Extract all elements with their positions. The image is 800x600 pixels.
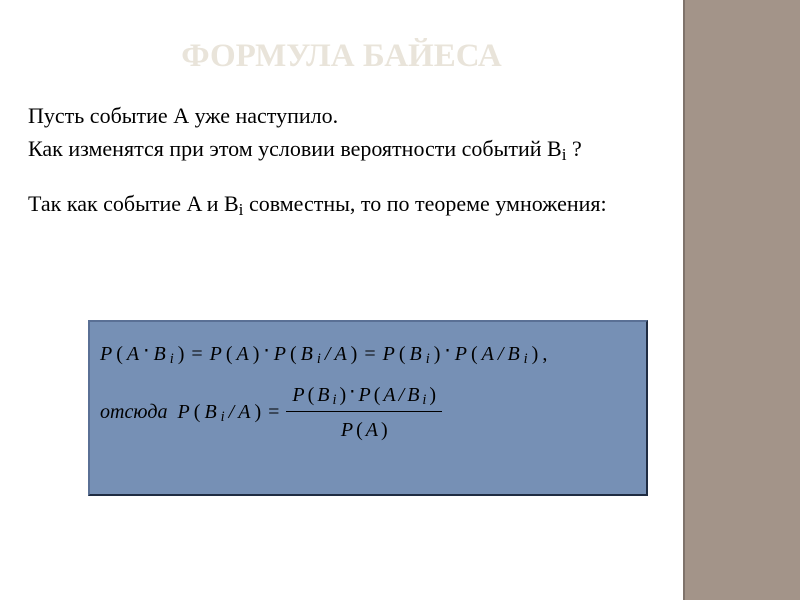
tok-dot: ⋅: [263, 338, 269, 363]
tok-A: A: [334, 343, 346, 366]
tok-dot: ⋅: [444, 338, 450, 363]
tok-A: A: [238, 401, 250, 424]
tok-i: i: [170, 351, 174, 368]
para-line-2-pre: Как изменятся при этом условии вероятнос…: [28, 136, 562, 161]
tok-rp: ): [254, 401, 261, 424]
tok-P: P: [341, 419, 353, 442]
para-line-3-sub: i: [239, 200, 244, 219]
tok-rp: ): [178, 343, 185, 366]
tok-A: A: [383, 384, 395, 407]
tok-P: P: [210, 343, 222, 366]
tok-lp: (: [471, 343, 478, 366]
tok-i: i: [317, 351, 321, 368]
tok-i: i: [426, 351, 430, 368]
tok-B: B: [407, 384, 419, 407]
fraction-numerator: P ( Bi ) ⋅ P ( A / Bi ): [286, 380, 442, 412]
tok-hence: отсюда: [100, 401, 174, 424]
decorative-sidebar: [683, 0, 800, 600]
para-line-2-post: ?: [567, 136, 582, 161]
tok-lp: (: [290, 343, 297, 366]
tok-P: P: [292, 384, 304, 407]
tok-A: A: [127, 343, 139, 366]
tok-slash: /: [325, 343, 331, 366]
tok-rp: ): [351, 343, 358, 366]
tok-P: P: [383, 343, 395, 366]
paragraph-block: Пусть событие А уже наступило. Как измен…: [0, 75, 683, 219]
tok-rp: ): [434, 343, 441, 366]
tok-P: P: [274, 343, 286, 366]
formula-line-2: отсюда P ( Bi / A ) = P ( Bi ) ⋅ P (: [100, 380, 636, 445]
para-line-3: Так как событие A и Bi совместны, то по …: [28, 189, 655, 220]
tok-eq: =: [265, 401, 282, 424]
tok-i: i: [221, 409, 225, 426]
tok-rp: ): [253, 343, 260, 366]
tok-lp: (: [194, 401, 201, 424]
tok-slash: /: [399, 384, 405, 407]
tok-rp: ): [340, 384, 347, 407]
formula-box: P ( A ⋅ Bi ) = P ( A ) ⋅ P ( Bi / A ) = …: [88, 320, 648, 496]
tok-A: A: [237, 343, 249, 366]
page-title: ФОРМУЛА БАЙЕСА: [0, 0, 683, 75]
slide-page: ФОРМУЛА БАЙЕСА Пусть событие А уже насту…: [0, 0, 800, 600]
tok-P: P: [455, 343, 467, 366]
para-line-3-post: совместны, то по теореме умножения:: [243, 191, 606, 216]
tok-dot: ⋅: [143, 338, 149, 363]
tok-B: B: [301, 343, 313, 366]
tok-i: i: [524, 351, 528, 368]
tok-i: i: [422, 392, 426, 409]
tok-eq: =: [361, 343, 378, 366]
tok-i: i: [333, 392, 337, 409]
tok-rp: ): [532, 343, 539, 366]
fraction: P ( Bi ) ⋅ P ( A / Bi ) P (: [286, 380, 442, 445]
tok-lp: (: [374, 384, 381, 407]
tok-rp: ): [381, 419, 388, 442]
tok-eq: =: [188, 343, 205, 366]
tok-B: B: [410, 343, 422, 366]
para-line-1: Пусть событие А уже наступило.: [28, 101, 655, 132]
tok-slash: /: [229, 401, 235, 424]
tok-A: A: [366, 419, 378, 442]
tok-P: P: [359, 384, 371, 407]
tok-lp: (: [226, 343, 233, 366]
tok-lp: (: [356, 419, 363, 442]
tok-lp: (: [399, 343, 406, 366]
fraction-denominator: P ( A ): [335, 412, 394, 445]
para-line-2: Как изменятся при этом условии вероятнос…: [28, 134, 655, 165]
tok-P: P: [178, 401, 190, 424]
tok-lp: (: [308, 384, 315, 407]
formula-line-1: P ( A ⋅ Bi ) = P ( A ) ⋅ P ( Bi / A ) = …: [100, 334, 636, 374]
tok-dot: ⋅: [349, 379, 355, 404]
tok-B: B: [507, 343, 519, 366]
tok-lp: (: [116, 343, 123, 366]
tok-B: B: [204, 401, 216, 424]
tok-slash: /: [498, 343, 504, 366]
tok-P: P: [100, 343, 112, 366]
content-area: ФОРМУЛА БАЙЕСА Пусть событие А уже насту…: [0, 0, 683, 600]
tok-rp: ): [429, 384, 436, 407]
tok-A: A: [482, 343, 494, 366]
tok-B: B: [317, 384, 329, 407]
tok-comma: ,: [542, 343, 547, 366]
para-line-2-sub: i: [562, 145, 567, 164]
para-line-3-pre: Так как событие A и B: [28, 191, 239, 216]
tok-B: B: [153, 343, 165, 366]
